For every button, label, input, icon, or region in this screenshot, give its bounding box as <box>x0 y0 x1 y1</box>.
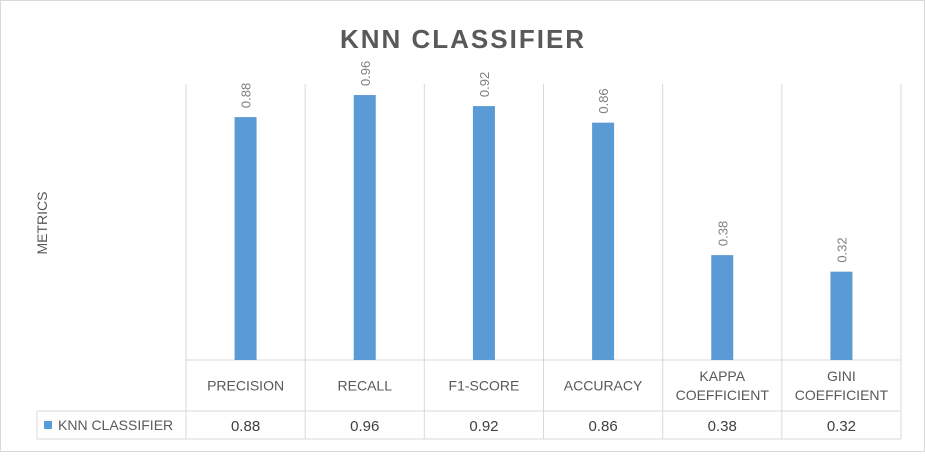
legend: KNN CLASSIFIER <box>44 417 173 433</box>
category-label: COEFFICIENT <box>676 387 770 403</box>
table-value: 0.32 <box>827 418 856 435</box>
bar <box>353 95 376 360</box>
bar <box>592 122 615 360</box>
bars-group <box>234 95 853 361</box>
data-label: 0.88 <box>239 83 254 108</box>
category-label: GINI <box>827 368 856 384</box>
category-label: RECALL <box>338 378 393 394</box>
bar <box>830 271 853 360</box>
category-labels-group: PRECISION RECALL F1-SCORE ACCURACY KAPPA COEF… <box>207 368 888 403</box>
table-value: 0.96 <box>350 418 379 435</box>
bar <box>711 255 734 360</box>
legend-label: KNN CLASSIFIER <box>58 417 173 433</box>
category-label: ACCURACY <box>564 378 643 394</box>
data-label: 0.86 <box>596 88 611 113</box>
data-labels-group: 0.88 0.96 0.92 0.86 0.38 0.32 <box>239 61 850 263</box>
category-label: F1-SCORE <box>449 378 520 394</box>
data-table-values: 0.88 0.96 0.92 0.86 0.38 0.32 <box>231 418 856 435</box>
data-label: 0.96 <box>358 61 373 86</box>
y-axis-label: METRICS <box>34 192 50 255</box>
bar <box>234 117 257 361</box>
table-value: 0.38 <box>708 418 737 435</box>
category-label: PRECISION <box>207 378 284 394</box>
table-value: 0.88 <box>231 418 260 435</box>
data-label: 0.32 <box>834 237 849 262</box>
chart-title: KNN CLASSIFIER <box>340 24 586 54</box>
table-value: 0.86 <box>588 418 617 435</box>
data-label: 0.92 <box>477 72 492 97</box>
legend-swatch <box>44 421 52 429</box>
category-label: KAPPA <box>699 368 745 384</box>
data-table-grid <box>36 84 902 440</box>
category-label: COEFFICIENT <box>795 387 889 403</box>
table-value: 0.92 <box>469 418 498 435</box>
bar <box>472 106 495 360</box>
data-label: 0.38 <box>715 221 730 246</box>
